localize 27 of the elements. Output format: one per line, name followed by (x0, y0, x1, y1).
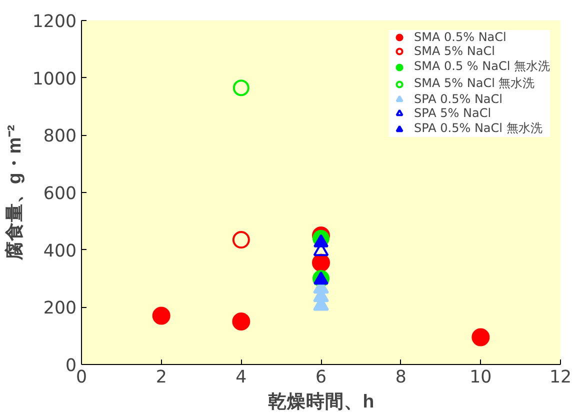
legend-label: SPA 0.5% NaCl 無水洗 (414, 120, 542, 137)
y-tick-label: 600 (43, 184, 77, 204)
point (232, 312, 250, 330)
legend-label: SPA 0.5% NaCl (414, 92, 502, 106)
x-tick-label: 2 (156, 368, 167, 388)
y-tick-label: 200 (43, 298, 77, 319)
x-tick-label: 4 (236, 368, 247, 388)
x-axis-title: 乾燥時間、h (268, 390, 374, 412)
legend-label: SMA 0.5 % NaCl 無水洗 (414, 58, 550, 75)
y-tick-label: 800 (43, 126, 77, 147)
x-tick-label: 6 (315, 368, 327, 388)
x-tick-label: 10 (470, 368, 492, 388)
point (232, 231, 250, 249)
y-tick-label: 1200 (32, 12, 77, 32)
point (152, 306, 170, 325)
legend-label: SMA 5% NaCl (414, 44, 495, 58)
y-tick-label: 400 (43, 241, 77, 262)
point (232, 80, 250, 96)
legend-label: SMA 5% NaCl 無水洗 (414, 75, 535, 92)
point (312, 254, 330, 272)
x-tick-label: 8 (395, 368, 406, 388)
legend-label: SPA 5% NaCl (414, 106, 492, 120)
x-tick-label: 12 (549, 368, 572, 388)
point (472, 328, 490, 346)
y-axis-title: 腐食量、g・m⁻² (3, 124, 24, 262)
legend-label: SMA 0.5% NaCl (414, 30, 506, 44)
y-tick-label: 1000 (32, 69, 77, 90)
